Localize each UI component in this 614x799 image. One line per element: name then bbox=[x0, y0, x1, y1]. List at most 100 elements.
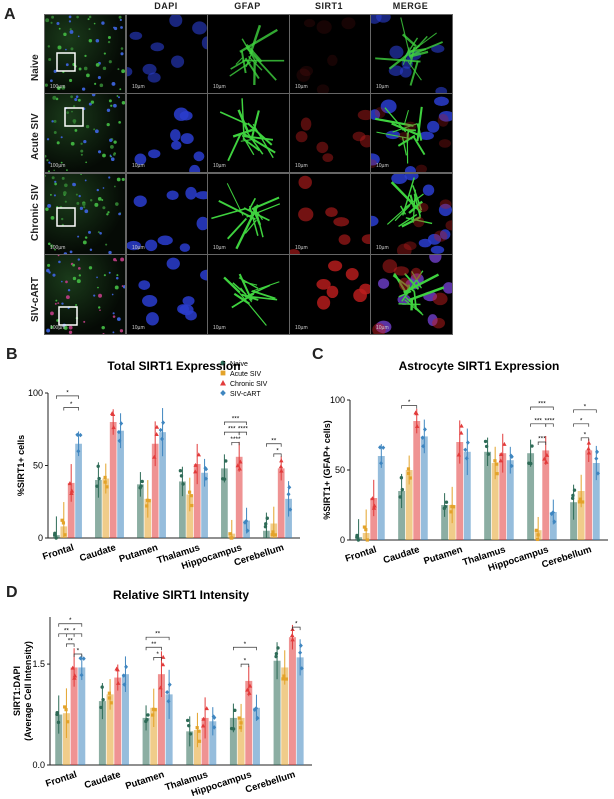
data-point bbox=[189, 494, 193, 498]
data-point bbox=[298, 643, 303, 648]
significance-bracket bbox=[266, 443, 282, 447]
bar bbox=[463, 451, 471, 540]
data-point bbox=[200, 723, 206, 728]
data-point bbox=[238, 459, 243, 464]
data-point bbox=[356, 538, 361, 542]
data-point bbox=[595, 471, 600, 476]
legend-marker bbox=[220, 380, 226, 386]
scale-bar-label: 10µm bbox=[132, 245, 145, 251]
significance-bracket bbox=[145, 636, 170, 641]
significance-bracket bbox=[153, 657, 162, 661]
bar bbox=[592, 463, 600, 540]
data-point bbox=[193, 462, 198, 467]
data-point bbox=[116, 429, 121, 435]
data-point bbox=[371, 505, 377, 510]
data-point bbox=[552, 519, 557, 524]
bar bbox=[285, 498, 292, 538]
data-point bbox=[595, 449, 600, 455]
data-point bbox=[151, 707, 156, 711]
data-point bbox=[381, 445, 386, 450]
x-tick-label: Frontal bbox=[41, 542, 75, 562]
data-point bbox=[298, 650, 303, 655]
data-point bbox=[379, 461, 384, 466]
bar bbox=[144, 498, 152, 538]
data-point bbox=[185, 718, 190, 723]
data-point bbox=[60, 518, 64, 522]
micro-image-dapi: 10µm bbox=[126, 254, 208, 335]
data-point bbox=[103, 475, 107, 480]
data-point bbox=[247, 683, 253, 688]
bar bbox=[370, 498, 378, 540]
data-point bbox=[577, 500, 581, 504]
bar bbox=[281, 667, 289, 765]
data-point bbox=[530, 444, 534, 448]
significance-label: *** bbox=[228, 426, 236, 433]
x-tick-label: Caudate bbox=[83, 769, 122, 791]
data-point bbox=[140, 479, 144, 484]
row-label-0: Naive bbox=[30, 54, 41, 81]
data-point bbox=[378, 445, 383, 450]
significance-label: * bbox=[69, 617, 72, 624]
data-point bbox=[284, 677, 288, 681]
data-point bbox=[165, 690, 170, 695]
data-point bbox=[486, 452, 491, 456]
bar bbox=[157, 674, 165, 765]
data-point bbox=[414, 411, 419, 416]
scale-bar-label: 10µm bbox=[376, 245, 389, 251]
data-point bbox=[290, 637, 295, 642]
data-point bbox=[299, 666, 304, 671]
data-point bbox=[147, 499, 151, 503]
data-point bbox=[247, 690, 252, 695]
bar bbox=[70, 667, 78, 765]
data-point bbox=[270, 533, 274, 537]
y-tick-label: 50 bbox=[33, 461, 43, 471]
data-point bbox=[278, 464, 284, 469]
bar bbox=[137, 484, 144, 538]
data-point bbox=[160, 662, 166, 667]
data-point bbox=[224, 459, 228, 463]
data-point bbox=[109, 701, 113, 705]
micro-image-dapi: 10µm bbox=[126, 93, 208, 173]
row-label-3: SIV-cART bbox=[30, 276, 41, 322]
bar bbox=[193, 464, 201, 538]
micro-image-sirt1: 10µm bbox=[289, 14, 371, 94]
significance-bracket bbox=[238, 431, 247, 436]
scale-bar-label: 100µm bbox=[50, 245, 66, 251]
data-point bbox=[69, 488, 75, 493]
bar bbox=[102, 478, 110, 538]
data-point bbox=[571, 493, 575, 498]
significance-label: * bbox=[73, 627, 76, 634]
data-point bbox=[188, 732, 193, 736]
data-point bbox=[542, 456, 547, 461]
data-point bbox=[544, 452, 550, 457]
bar bbox=[186, 494, 194, 538]
data-point bbox=[197, 739, 202, 743]
y-axis-label: %SIRT1+ cells bbox=[16, 435, 26, 496]
micro-image-merge: 10µm bbox=[370, 173, 453, 255]
significance-label: * bbox=[584, 403, 587, 410]
data-point bbox=[99, 705, 103, 710]
scale-bar-label: 10µm bbox=[376, 84, 389, 90]
data-point bbox=[370, 496, 375, 501]
significance-bracket bbox=[273, 453, 282, 457]
data-point bbox=[178, 469, 183, 473]
chart-astrocyte-sirt1: Astrocyte SIRT1 Expression 0 50 100 %SIRT1+ … bbox=[322, 359, 608, 574]
data-point bbox=[274, 651, 279, 656]
bar bbox=[527, 453, 535, 540]
data-point bbox=[105, 485, 109, 489]
data-point bbox=[276, 646, 280, 650]
data-point bbox=[420, 435, 425, 440]
data-point bbox=[245, 687, 250, 692]
significance-bracket bbox=[580, 437, 590, 441]
data-point bbox=[63, 533, 67, 537]
panel-letter-d: D bbox=[6, 584, 18, 601]
significance-label: *** bbox=[538, 401, 546, 408]
data-point bbox=[111, 425, 116, 430]
bar bbox=[441, 505, 449, 540]
data-point bbox=[81, 656, 86, 661]
data-point bbox=[581, 500, 585, 504]
data-point bbox=[100, 685, 104, 689]
data-point bbox=[53, 533, 57, 537]
bar bbox=[106, 694, 114, 765]
y-axis-label: %SIRT1+ (GFAP+ cells) bbox=[322, 420, 332, 520]
